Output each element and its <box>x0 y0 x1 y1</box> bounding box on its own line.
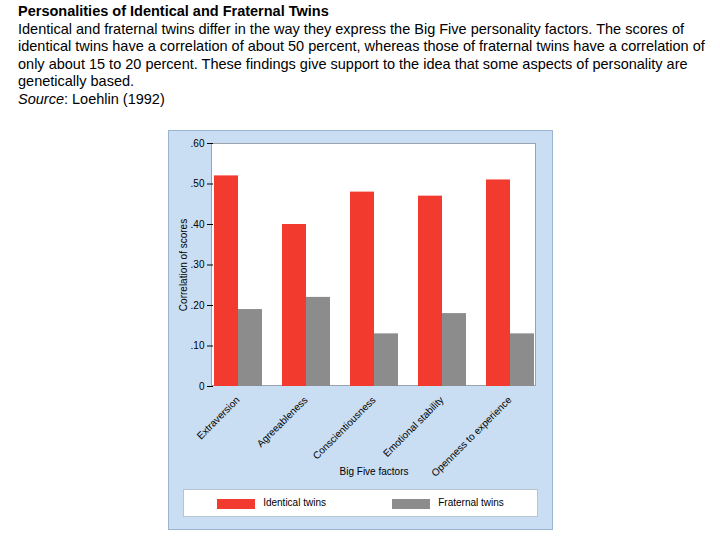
svg-text:Extraversion: Extraversion <box>195 394 242 441</box>
svg-text:Emotional stability: Emotional stability <box>381 394 446 459</box>
svg-text:Correlation of scores: Correlation of scores <box>178 219 189 311</box>
html-text:Personalities of Identical and: Personalities of Identical and Fraternal… <box>18 3 329 19</box>
svg-text:0: 0 <box>199 381 205 392</box>
svg-text:Agreeableness: Agreeableness <box>255 394 310 449</box>
html-text:Identical and fraternal twins: Identical and fraternal twins differ in … <box>18 20 705 89</box>
svg-text:Conscientiousness: Conscientiousness <box>311 394 378 461</box>
html-text:Fraternal twins: Fraternal twins <box>438 497 504 509</box>
svg-text:.50: .50 <box>191 178 205 189</box>
svg-text:.20: .20 <box>191 300 205 311</box>
svg-text:.60: .60 <box>191 138 205 149</box>
svg-text:Big Five factors: Big Five factors <box>340 466 409 477</box>
html-text:Identical twins: Identical twins <box>263 497 326 509</box>
svg-text:.30: .30 <box>191 259 205 270</box>
svg-text:.40: .40 <box>191 219 205 230</box>
svg-text:.10: .10 <box>191 340 205 351</box>
html-text:Source: Loehlin (1992): Source: Loehlin (1992) <box>18 90 165 107</box>
svg-text:Openness to experience: Openness to experience <box>429 394 514 479</box>
